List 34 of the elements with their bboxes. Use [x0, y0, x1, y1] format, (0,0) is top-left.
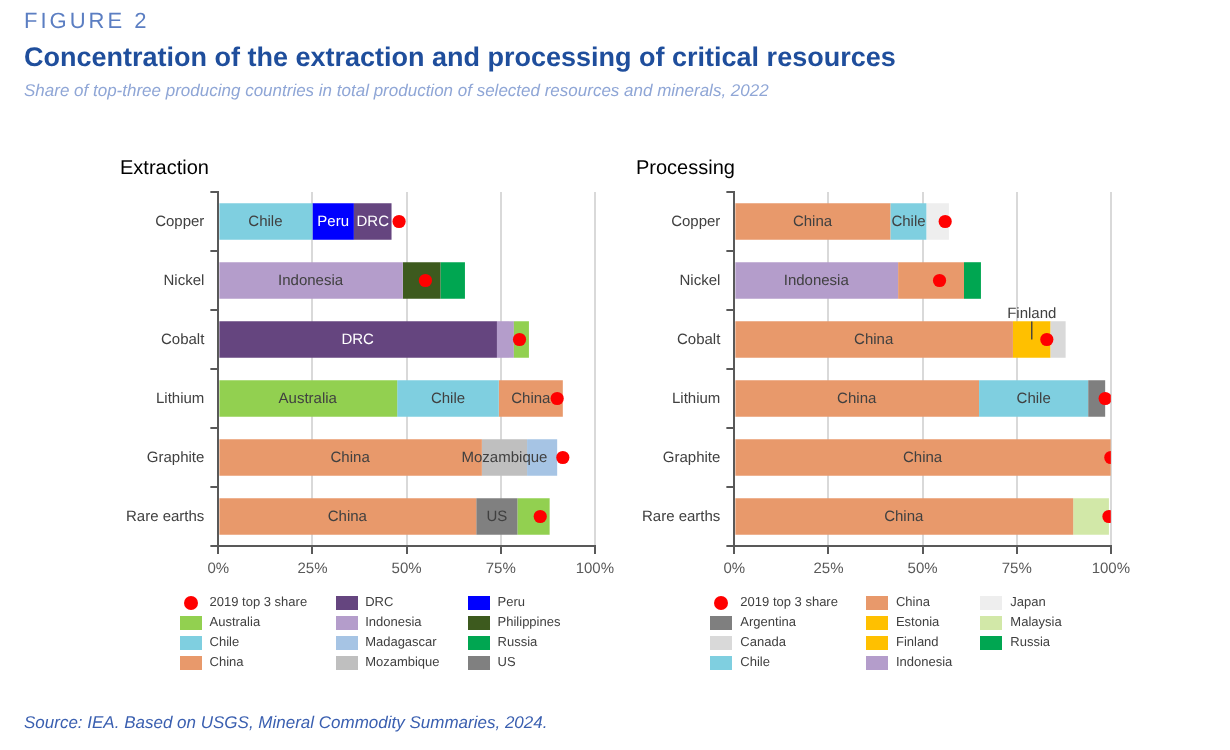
bar	[964, 262, 981, 299]
point	[556, 450, 570, 465]
bar	[219, 380, 398, 417]
bar	[219, 203, 313, 240]
caption: FIGURE 2	[24, 10, 150, 34]
bar	[312, 203, 354, 240]
point	[550, 391, 564, 406]
bar	[440, 262, 465, 299]
bar	[735, 321, 1013, 358]
chart-title: Extraction	[120, 157, 209, 180]
point	[392, 214, 406, 229]
bar	[735, 498, 1074, 535]
bar	[397, 380, 499, 417]
bar	[735, 439, 1111, 476]
bar	[1073, 498, 1109, 535]
text: Concentration of the extraction and processing of critical resources	[24, 42, 896, 72]
bar	[1050, 321, 1066, 358]
bar	[898, 262, 964, 299]
bar	[476, 498, 518, 535]
bar	[219, 262, 403, 299]
bar	[735, 203, 891, 240]
source-note: Source: IEA. Based on USGS, Mineral Commodity Summaries, 2024.	[24, 712, 548, 732]
bar	[735, 380, 980, 417]
point	[932, 273, 947, 288]
bar	[1012, 321, 1051, 358]
bar	[402, 262, 441, 299]
point	[1040, 332, 1054, 347]
chart-title: Processing	[636, 157, 735, 180]
bar	[979, 380, 1089, 417]
bar	[219, 321, 497, 358]
text: Share of top-three producing countries in total production of selected resources and minerals, 2022	[24, 80, 769, 100]
bar	[219, 498, 477, 535]
bar	[735, 262, 899, 299]
bar	[496, 321, 514, 358]
